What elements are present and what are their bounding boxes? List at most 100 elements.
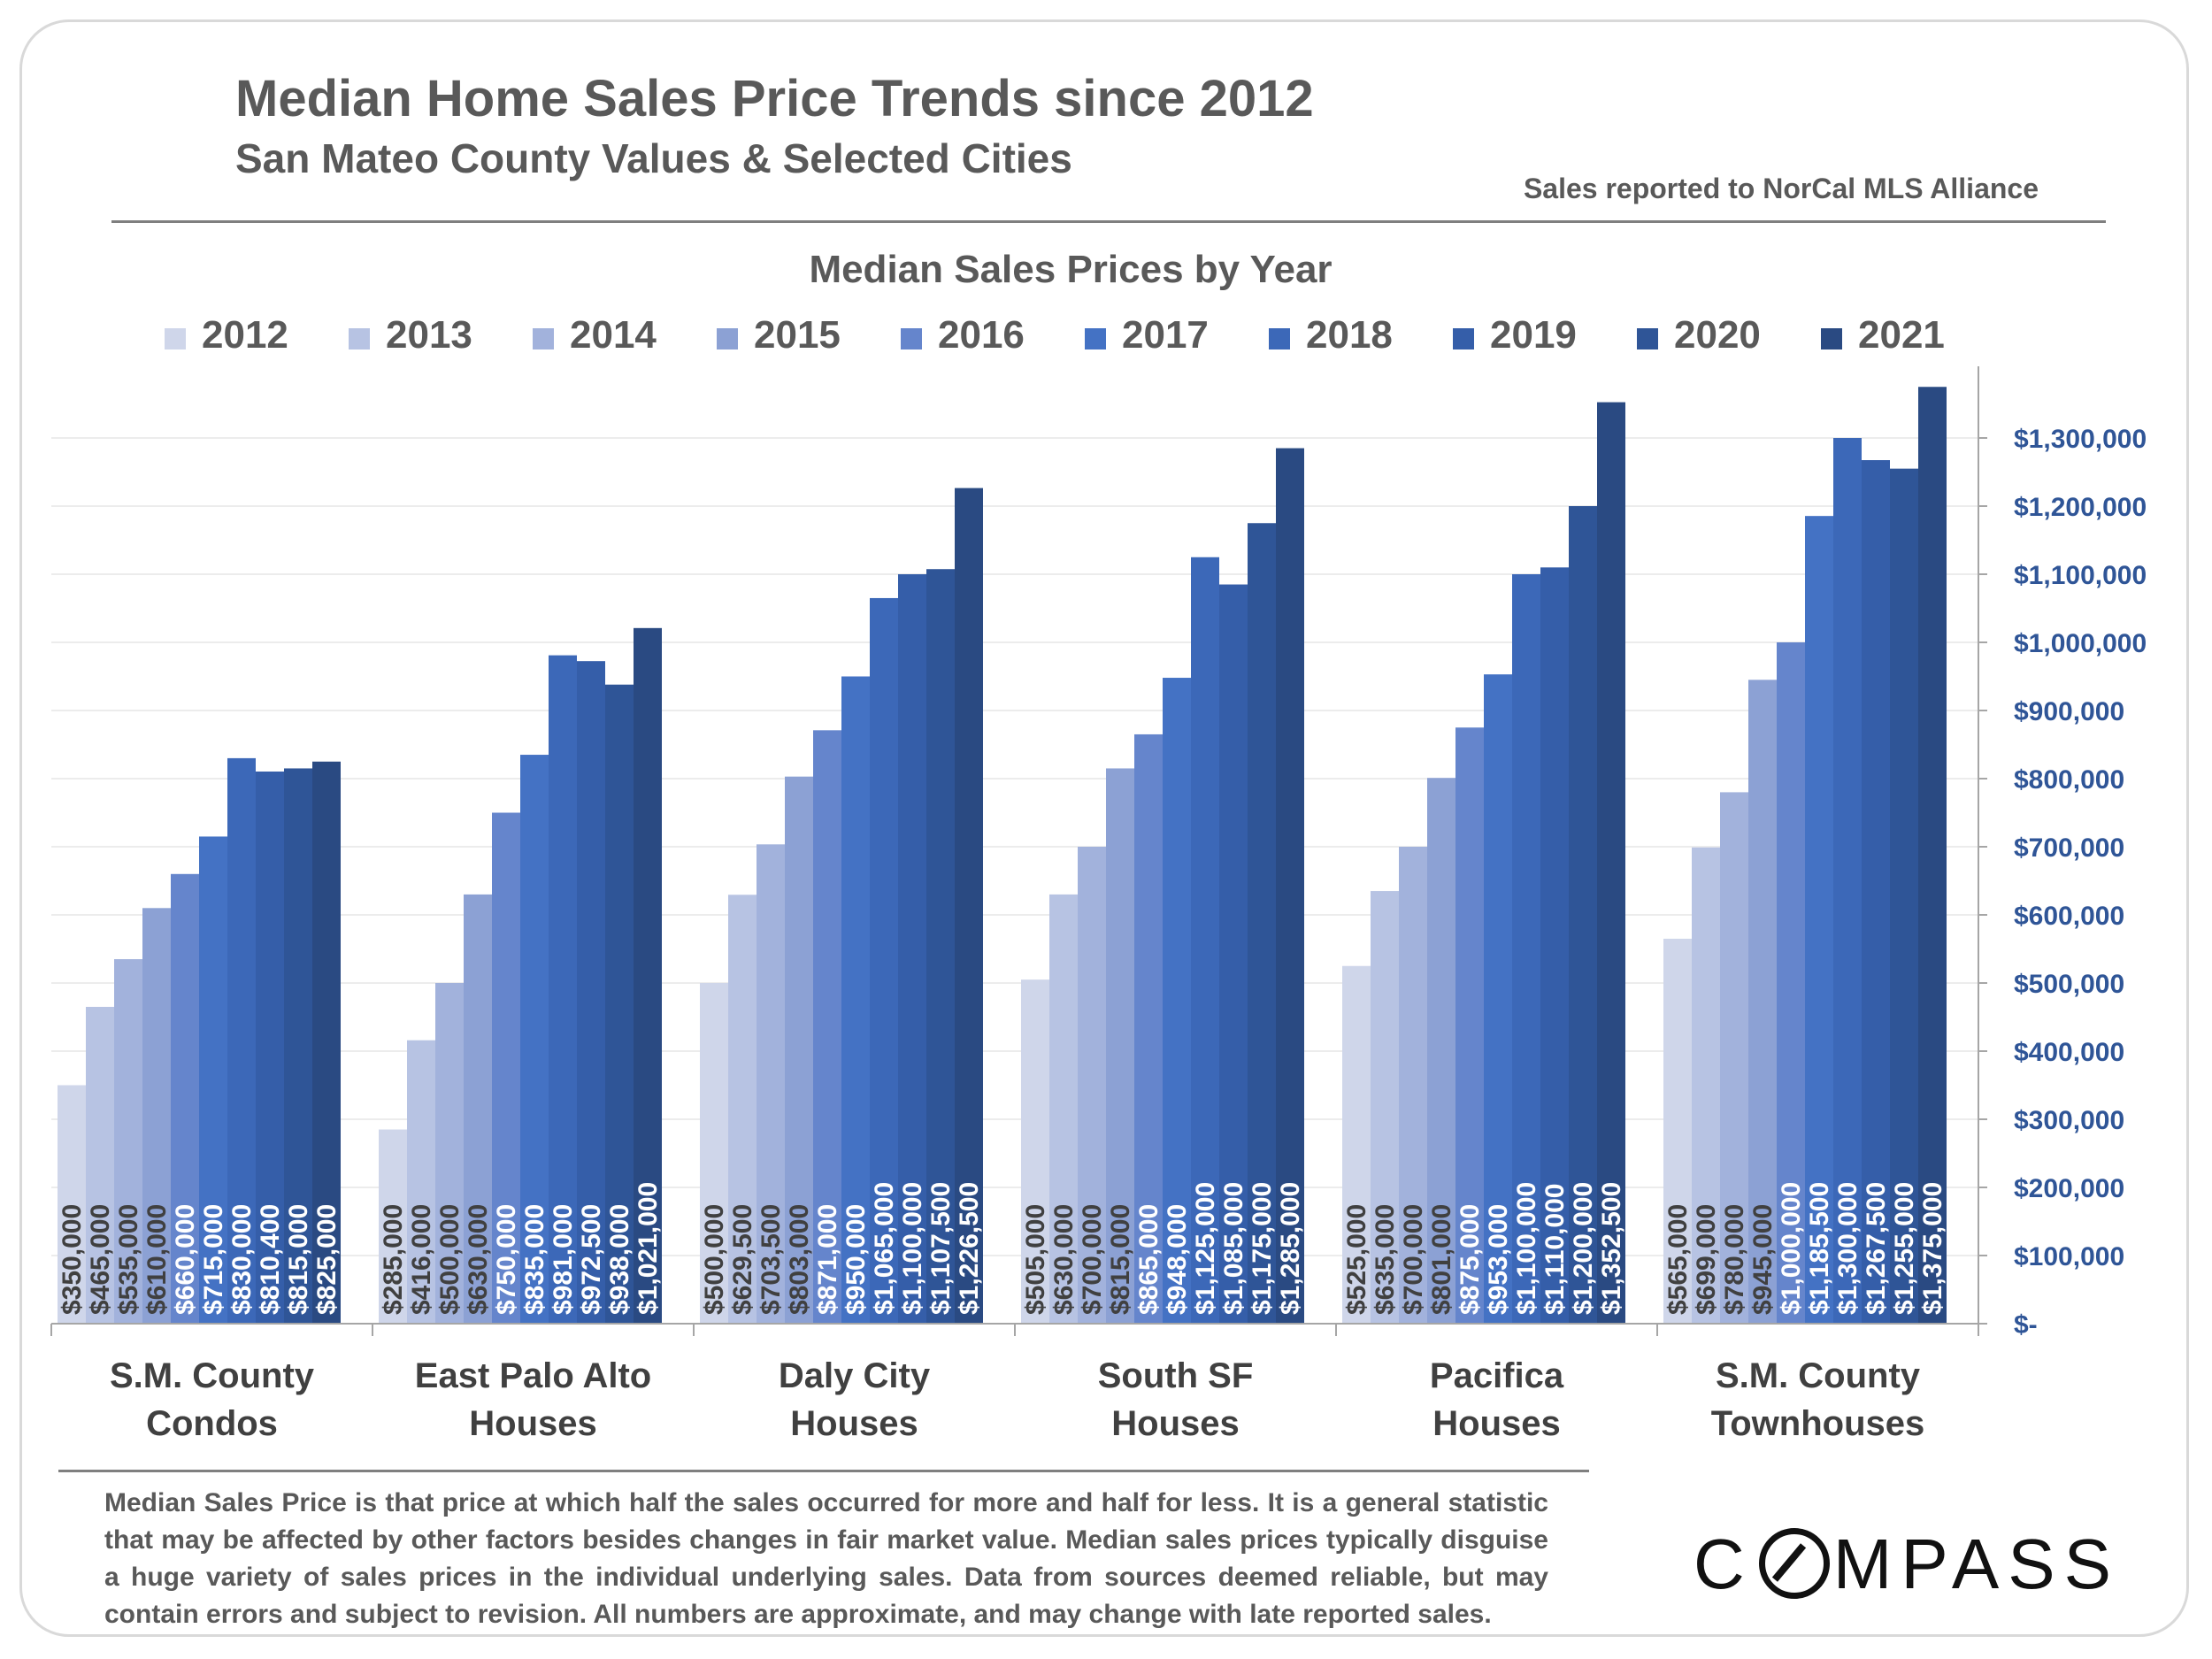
- bar-2020: [926, 569, 955, 1324]
- bar-2017: [1805, 516, 1833, 1324]
- bar-chart: $- $100,000 $200,000 $300,000 $400,000 $500,0…: [50, 366, 2147, 1443]
- bar-2012: [379, 1129, 407, 1324]
- x-category-label: Houses: [1432, 1404, 1561, 1443]
- page-title: Median Home Sales Price Trends since 201…: [235, 70, 1314, 127]
- bar-2015: [1106, 768, 1134, 1324]
- header-divider: [111, 220, 2106, 223]
- data-label: $630,000: [464, 1204, 493, 1315]
- data-label: $1,021,000: [634, 1182, 663, 1315]
- legend-label: 2013: [386, 313, 472, 357]
- bar-2012: [700, 983, 728, 1324]
- x-category-label: South SF: [1098, 1356, 1254, 1395]
- bar-2016: [492, 812, 520, 1324]
- legend-swatch: [1269, 328, 1290, 349]
- x-category-label: Condos: [146, 1404, 278, 1443]
- legend-swatch: [1821, 328, 1842, 349]
- y-tick-label: $-: [2014, 1310, 2038, 1340]
- data-label: $1,267,500: [1862, 1182, 1891, 1315]
- legend-label: 2017: [1122, 313, 1209, 357]
- x-category-label: Townhouses: [1711, 1404, 1924, 1443]
- bar-2017: [841, 676, 870, 1324]
- legend-label: 2014: [570, 313, 657, 357]
- data-label: $715,000: [199, 1204, 228, 1315]
- data-label: $700,000: [1399, 1204, 1428, 1315]
- bar-2020: [284, 768, 312, 1324]
- y-tick-label: $1,000,000: [2014, 629, 2147, 658]
- chart-frame: [19, 19, 2189, 1637]
- bar-2014: [435, 983, 464, 1324]
- bar-2013: [407, 1040, 435, 1324]
- legend-swatch: [901, 328, 922, 349]
- bar-2020: [1890, 468, 1918, 1324]
- bar-2021: [955, 488, 983, 1324]
- bar-2012: [1021, 979, 1049, 1324]
- data-label: $285,000: [379, 1204, 408, 1315]
- bar-2017: [1484, 674, 1512, 1324]
- compass-logo: C MPASS: [1694, 1525, 2120, 1603]
- data-label: $871,000: [813, 1204, 842, 1315]
- data-label: $500,000: [700, 1204, 729, 1315]
- data-label: $803,000: [785, 1204, 814, 1315]
- bar-2014: [1399, 847, 1427, 1324]
- y-tick-label: $400,000: [2014, 1038, 2124, 1067]
- y-tick-label: $100,000: [2014, 1242, 2124, 1271]
- bar-2014: [1720, 792, 1748, 1324]
- data-label: $1,107,500: [926, 1182, 956, 1315]
- bar-2021: [1276, 448, 1304, 1324]
- data-label: $416,000: [407, 1204, 436, 1315]
- data-label: $981,000: [549, 1204, 578, 1315]
- bar-2018: [1191, 557, 1219, 1324]
- bar-2013: [1049, 894, 1078, 1324]
- bar-2020: [605, 684, 634, 1324]
- x-category-label: Houses: [1111, 1404, 1240, 1443]
- data-label: $938,000: [605, 1204, 634, 1315]
- data-label: $1,110,000: [1540, 1184, 1570, 1316]
- bar-2013: [86, 1006, 114, 1324]
- bar-2018: [549, 655, 577, 1324]
- bar-2021: [634, 627, 662, 1324]
- bar-2014: [114, 959, 142, 1324]
- data-label: $500,000: [435, 1204, 465, 1315]
- bar-2018: [1833, 438, 1862, 1324]
- bar-2019: [1219, 584, 1248, 1324]
- bar-2014: [1078, 847, 1106, 1324]
- data-label: $835,000: [520, 1204, 549, 1315]
- bar-2017: [199, 836, 227, 1324]
- legend-swatch: [717, 328, 738, 349]
- bar-2015: [1748, 680, 1777, 1324]
- bar-2013: [1371, 891, 1399, 1324]
- y-tick-label: $1,300,000: [2014, 425, 2147, 454]
- data-label: $825,000: [312, 1204, 342, 1315]
- page-subtitle: San Mateo County Values & Selected Citie…: [235, 135, 1072, 181]
- bar-2012: [1342, 965, 1371, 1324]
- data-label: $535,000: [114, 1204, 143, 1315]
- data-label: $700,000: [1078, 1204, 1107, 1315]
- bar-2020: [1569, 506, 1597, 1324]
- data-label: $1,100,000: [898, 1182, 927, 1315]
- data-label: $1,100,000: [1512, 1182, 1541, 1315]
- y-tick-label: $300,000: [2014, 1106, 2124, 1135]
- y-tick-label: $200,000: [2014, 1174, 2124, 1203]
- data-label: $810,400: [256, 1204, 285, 1315]
- data-label: $1,185,500: [1805, 1182, 1834, 1315]
- data-label: $875,000: [1455, 1204, 1485, 1315]
- bar-2016: [1455, 727, 1484, 1324]
- legend-swatch: [1085, 328, 1106, 349]
- data-label: $815,000: [1106, 1204, 1135, 1315]
- data-label: $865,000: [1134, 1204, 1164, 1315]
- legend-label: 2021: [1858, 313, 1945, 357]
- legend-label: 2015: [754, 313, 841, 357]
- data-label: $1,000,000: [1777, 1182, 1806, 1315]
- bar-2019: [1862, 460, 1890, 1324]
- source-note: Sales reported to NorCal MLS Alliance: [1523, 173, 2039, 204]
- data-label: $1,125,000: [1191, 1182, 1220, 1315]
- legend-label: 2018: [1306, 313, 1393, 357]
- bar-2019: [256, 771, 284, 1324]
- data-label: $635,000: [1371, 1204, 1400, 1315]
- y-tick-label: $1,200,000: [2014, 493, 2147, 522]
- x-category-label: Pacifica: [1430, 1356, 1564, 1395]
- y-tick-label: $900,000: [2014, 697, 2124, 726]
- data-label: $972,500: [577, 1204, 606, 1315]
- data-label: $945,000: [1748, 1204, 1778, 1315]
- data-label: $1,085,000: [1219, 1182, 1248, 1315]
